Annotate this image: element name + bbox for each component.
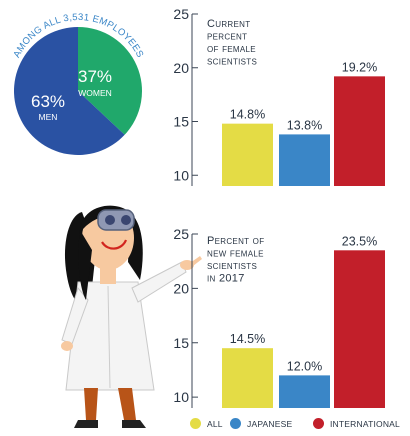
legend-item-all: All: [190, 418, 223, 429]
chart2-bar-international: [334, 250, 385, 408]
chart2-ytick-label-20: 20: [173, 280, 189, 296]
pie-label-women-pct: 37%: [78, 67, 112, 86]
pie-label-men: Men: [39, 112, 58, 122]
chart1-ytick-label-15: 15: [173, 114, 189, 130]
chart2-bar-japanese: [279, 375, 330, 408]
legend-item-japanese: Japanese: [230, 418, 292, 429]
chart1-title-line-3: of female: [207, 43, 256, 55]
pie-slice-men: [13, 27, 125, 155]
pie-chart: 37% Women 63% Men Among all 3,531 employ…: [11, 12, 145, 155]
chart2-ytick-label-25: 25: [173, 226, 189, 242]
chart2-title-line-3: scientists: [207, 260, 257, 272]
chart1-bar-japanese: [279, 134, 330, 186]
chart1-title-line-2: percent: [207, 31, 247, 43]
pie-label-men-pct: 63%: [31, 92, 65, 111]
chart1-title-line-1: Current: [207, 18, 250, 30]
chart2-value-label-japanese: 12.0%: [287, 359, 322, 373]
chart2-bar-all: [222, 348, 273, 408]
chart2-title-line-4: in 2017: [207, 273, 245, 285]
chart1-title-line-4: scientists: [207, 56, 257, 68]
chart1-bar-international: [334, 76, 385, 186]
pie-slice-women: [78, 27, 142, 135]
legend-label-international: International: [330, 418, 400, 429]
chart2-value-label-international: 23.5%: [342, 234, 377, 248]
chart1-value-label-international: 19.2%: [342, 60, 377, 74]
chart2-value-label-all: 14.5%: [230, 332, 265, 346]
chart2-ytick-label-15: 15: [173, 335, 189, 351]
legend-item-international: International: [313, 418, 400, 429]
legend-swatch-international: [313, 418, 324, 429]
legend-swatch-japanese: [230, 418, 241, 429]
chart2-ytick-label-10: 10: [173, 389, 189, 405]
legend-swatch-all: [190, 418, 201, 429]
scientist-illustration: [61, 205, 202, 428]
chart2-title-line-1: Percent of: [207, 235, 264, 247]
chart1-bar-all: [222, 123, 273, 186]
chart2-title-line-2: new female: [207, 248, 264, 260]
chart1-ytick-label-10: 10: [173, 167, 189, 183]
legend-label-japanese: Japanese: [247, 418, 293, 429]
chart1-value-label-all: 14.8%: [230, 108, 265, 122]
chart1-ytick-label-20: 20: [173, 60, 189, 76]
chart1-ytick-label-25: 25: [173, 6, 189, 22]
legend-label-all: All: [207, 418, 223, 429]
legend: All Japanese International: [190, 418, 410, 434]
chart1-value-label-japanese: 13.8%: [287, 118, 322, 132]
pie-label-women: Women: [78, 88, 112, 98]
